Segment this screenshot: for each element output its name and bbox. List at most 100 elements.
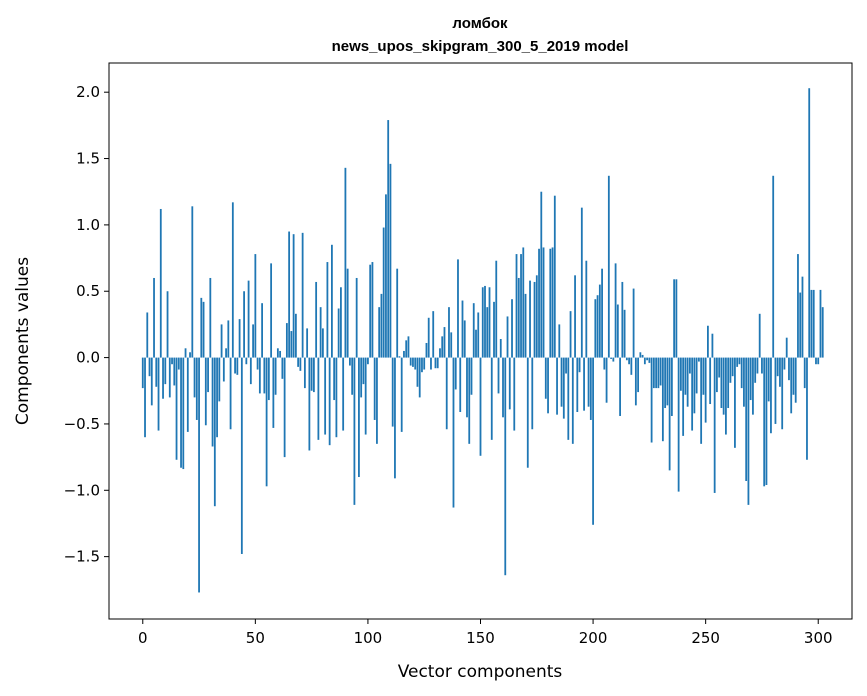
bar-28 <box>204 357 207 426</box>
bar-248 <box>700 357 703 444</box>
bar-159 <box>499 339 502 358</box>
bar-95 <box>355 277 358 358</box>
bar-102 <box>371 262 374 358</box>
bar-233 <box>666 357 669 406</box>
x-tick-label: 50 <box>246 629 265 647</box>
bar-21 <box>189 352 191 358</box>
bar-194 <box>578 357 581 373</box>
bar-140 <box>457 259 459 358</box>
x-axis: 0 50 100 150 200 250 300 <box>138 619 833 647</box>
bar-71 <box>301 232 304 358</box>
bar-259 <box>725 357 727 435</box>
bar-208 <box>610 357 612 359</box>
bar-series <box>141 88 824 593</box>
bar-130 <box>434 357 437 369</box>
bar-269 <box>747 357 750 505</box>
bar-182 <box>551 247 554 358</box>
bar-143 <box>463 320 466 358</box>
bar-192 <box>574 275 576 358</box>
bar-301 <box>819 289 822 358</box>
bar-205 <box>603 357 606 370</box>
bar-112 <box>394 357 396 479</box>
bar-124 <box>421 357 423 373</box>
bar-250 <box>704 357 707 423</box>
y-tick-label: −1.0 <box>64 481 100 499</box>
bar-181 <box>549 248 552 358</box>
bar-171 <box>526 357 529 468</box>
bar-65 <box>288 231 291 358</box>
bar-200 <box>592 357 594 525</box>
bar-286 <box>785 337 788 358</box>
bar-1 <box>144 357 146 438</box>
bar-93 <box>351 357 354 395</box>
bar-186 <box>560 357 563 407</box>
bar-35 <box>220 324 223 358</box>
bar-77 <box>315 281 318 358</box>
bar-18 <box>182 357 185 470</box>
bar-66 <box>290 331 293 358</box>
bar-118 <box>407 336 410 358</box>
x-tick-label: 250 <box>691 629 720 647</box>
bar-96 <box>358 357 360 478</box>
bar-142 <box>461 300 464 358</box>
bar-153 <box>486 307 489 358</box>
y-tick-label: 1.5 <box>76 150 100 168</box>
bar-92 <box>349 357 351 366</box>
bar-37 <box>225 348 227 358</box>
bar-41 <box>234 357 236 374</box>
bar-31 <box>211 357 214 447</box>
bar-42 <box>236 357 239 375</box>
bar-276 <box>763 357 766 487</box>
chart-subtitle: news_upos_skipgram_300_5_2019 model <box>332 38 629 55</box>
bar-237 <box>675 279 678 358</box>
bar-272 <box>754 357 757 383</box>
bar-280 <box>772 175 775 358</box>
bar-220 <box>637 357 640 393</box>
bar-261 <box>729 357 732 383</box>
bar-137 <box>450 332 453 358</box>
bar-180 <box>547 357 549 414</box>
bar-302 <box>821 307 824 358</box>
bar-75 <box>310 357 313 391</box>
bar-265 <box>738 357 741 365</box>
bar-78 <box>317 357 320 440</box>
bar-70 <box>299 357 302 371</box>
bar-163 <box>508 357 511 410</box>
bar-282 <box>776 357 779 377</box>
bar-32 <box>213 357 216 507</box>
bar-253 <box>711 333 714 358</box>
bar-236 <box>673 279 676 358</box>
bar-213 <box>621 281 624 358</box>
bar-185 <box>558 324 561 358</box>
bar-293 <box>801 276 804 358</box>
bar-25 <box>198 357 200 593</box>
bar-40 <box>231 202 234 358</box>
bar-298 <box>812 289 815 358</box>
bar-144 <box>466 357 468 418</box>
bar-243 <box>688 357 691 374</box>
bar-232 <box>664 357 667 409</box>
bar-139 <box>454 357 457 390</box>
bar-7 <box>157 357 160 431</box>
bar-165 <box>513 357 516 431</box>
bar-274 <box>758 313 761 358</box>
bar-217 <box>630 357 633 375</box>
bar-126 <box>425 342 428 358</box>
bar-125 <box>423 357 426 370</box>
bar-22 <box>191 206 194 358</box>
bar-131 <box>436 357 439 369</box>
y-tick-label: 0.0 <box>76 349 100 367</box>
bar-114 <box>398 356 401 358</box>
bar-184 <box>556 357 558 415</box>
bar-239 <box>679 357 682 391</box>
y-axis: −1.5 −1.0 −0.5 0.0 0.5 1.0 1.5 2.0 <box>64 83 109 566</box>
bar-223 <box>643 357 646 365</box>
bar-292 <box>799 292 802 358</box>
bar-36 <box>222 357 225 382</box>
bar-29 <box>207 357 209 393</box>
bar-191 <box>571 357 574 444</box>
bar-72 <box>303 357 306 389</box>
bar-264 <box>736 357 739 367</box>
bar-230 <box>659 357 662 386</box>
bar-3 <box>148 357 151 377</box>
